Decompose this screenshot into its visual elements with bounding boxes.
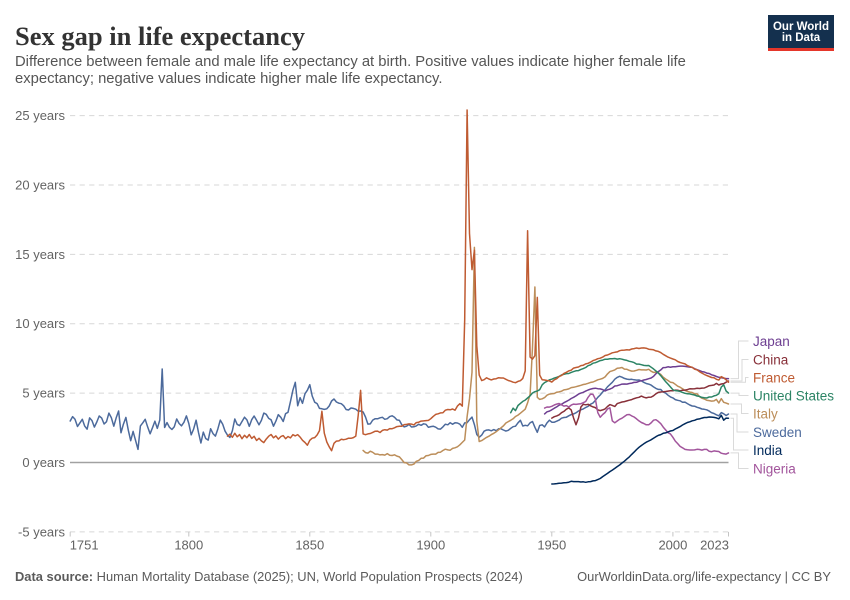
svg-text:20 years: 20 years xyxy=(15,178,65,193)
svg-text:0 years: 0 years xyxy=(22,455,65,470)
svg-text:Japan: Japan xyxy=(753,334,790,349)
svg-text:1800: 1800 xyxy=(174,538,203,553)
svg-text:India: India xyxy=(753,443,783,458)
svg-text:1900: 1900 xyxy=(416,538,445,553)
svg-text:1751: 1751 xyxy=(70,538,99,553)
svg-text:China: China xyxy=(753,353,789,368)
svg-text:1950: 1950 xyxy=(537,538,566,553)
svg-text:10 years: 10 years xyxy=(15,316,65,331)
svg-text:France: France xyxy=(753,371,795,386)
svg-text:Nigeria: Nigeria xyxy=(753,462,796,477)
svg-text:Sweden: Sweden xyxy=(753,425,802,440)
svg-text:5 years: 5 years xyxy=(22,386,65,401)
svg-text:2023: 2023 xyxy=(700,538,729,553)
svg-text:25 years: 25 years xyxy=(15,108,65,123)
svg-text:15 years: 15 years xyxy=(15,247,65,262)
svg-text:United States: United States xyxy=(753,389,834,404)
svg-text:1850: 1850 xyxy=(295,538,324,553)
svg-text:-5 years: -5 years xyxy=(18,524,65,539)
svg-text:2000: 2000 xyxy=(658,538,687,553)
svg-text:Italy: Italy xyxy=(753,407,778,422)
